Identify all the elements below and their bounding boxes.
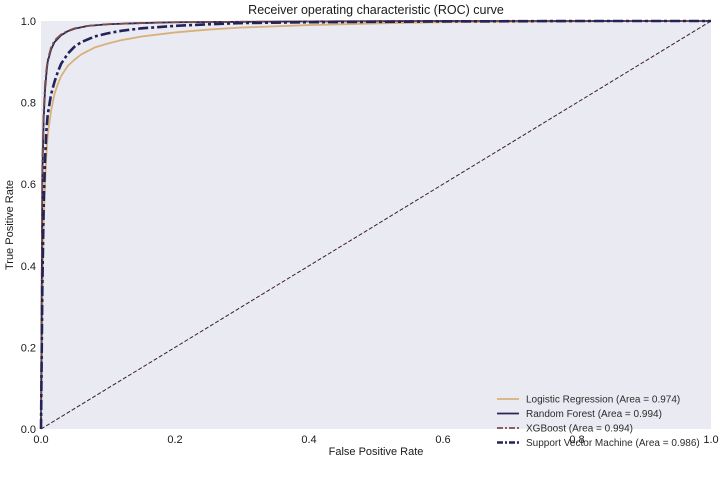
x-tick-label: 0.4 bbox=[301, 434, 316, 446]
legend-entry-label: Support Vector Machine (Area = 0.986) bbox=[526, 438, 700, 449]
x-axis-ticks: 0.0 0.2 0.4 0.6 0.8 1.0 bbox=[33, 434, 718, 446]
legend-entry-label: Random Forest (Area = 0.994) bbox=[526, 409, 662, 420]
reference-diagonal-line bbox=[40, 20, 712, 430]
y-axis-label: True Positive Rate bbox=[4, 180, 16, 270]
series-line-support-vector-machine bbox=[39, 19, 711, 430]
y-tick-label: 1.0 bbox=[21, 16, 36, 28]
x-axis-label: False Positive Rate bbox=[329, 446, 424, 458]
legend-entry-label: XGBoost (Area = 0.994) bbox=[526, 424, 633, 435]
x-tick-label: 0.0 bbox=[33, 434, 48, 446]
series-layer bbox=[39, 19, 711, 430]
x-tick-label: 0.6 bbox=[435, 434, 450, 446]
legend-entry-label: Logistic Regression (Area = 0.974) bbox=[526, 395, 680, 406]
y-tick-label: 0.6 bbox=[21, 179, 36, 191]
y-tick-label: 0.0 bbox=[21, 424, 36, 436]
y-tick-label: 0.2 bbox=[21, 342, 36, 354]
legend: Logistic Regression (Area = 0.974) Random… bbox=[497, 395, 700, 449]
x-tick-label: 1.0 bbox=[703, 434, 718, 446]
x-tick-label: 0.8 bbox=[569, 434, 584, 446]
x-tick-label: 0.2 bbox=[167, 434, 182, 446]
y-tick-label: 0.4 bbox=[21, 261, 36, 273]
y-tick-label: 0.8 bbox=[21, 98, 36, 110]
chart-title: Receiver operating characteristic (ROC) … bbox=[248, 3, 504, 17]
reference-layer bbox=[40, 20, 712, 430]
y-axis-ticks: 0.0 0.2 0.4 0.6 0.8 1.0 bbox=[21, 16, 36, 436]
